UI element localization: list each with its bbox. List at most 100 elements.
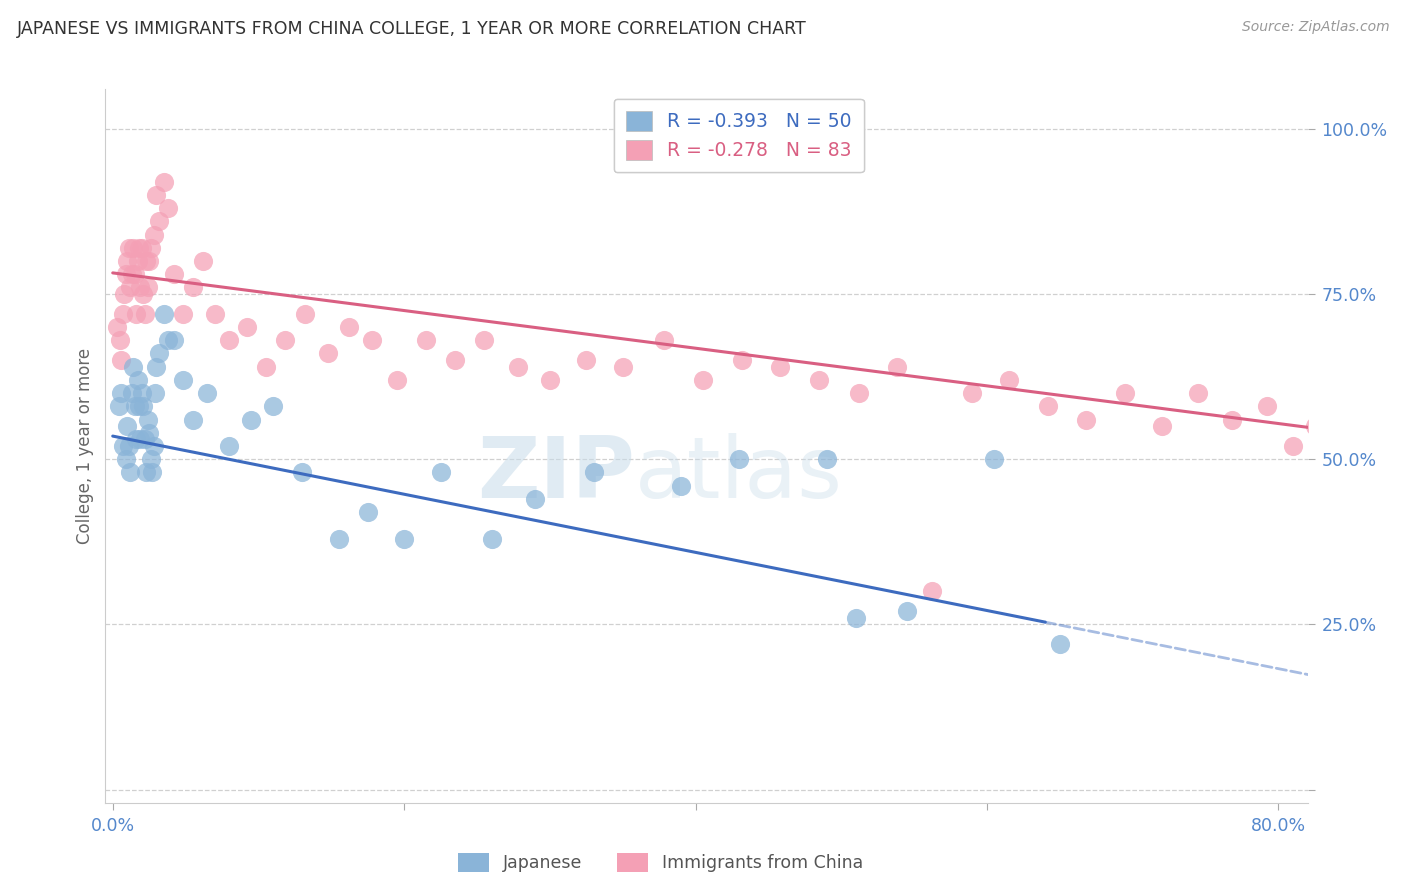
Point — [148, 214, 170, 228]
Point — [1326, 466, 1348, 480]
Point — [218, 333, 240, 347]
Point — [121, 267, 143, 281]
Point — [135, 254, 157, 268]
Point — [1049, 637, 1071, 651]
Point — [125, 307, 148, 321]
Y-axis label: College, 1 year or more: College, 1 year or more — [76, 348, 94, 544]
Point — [896, 604, 918, 618]
Point — [121, 386, 143, 401]
Point — [157, 201, 180, 215]
Point — [141, 466, 163, 480]
Point — [145, 359, 167, 374]
Point — [1347, 439, 1369, 453]
Point — [110, 353, 132, 368]
Point — [172, 373, 194, 387]
Point — [318, 346, 340, 360]
Point — [1256, 400, 1278, 414]
Text: atlas: atlas — [634, 433, 842, 516]
Point — [142, 439, 165, 453]
Point — [131, 386, 153, 401]
Point — [125, 433, 148, 447]
Point — [105, 320, 128, 334]
Point — [612, 359, 634, 374]
Point — [240, 412, 263, 426]
Point — [652, 333, 675, 347]
Point — [392, 532, 415, 546]
Point — [129, 433, 152, 447]
Point — [444, 353, 467, 368]
Point — [112, 287, 135, 301]
Point — [254, 359, 277, 374]
Point — [163, 267, 186, 281]
Point — [111, 307, 134, 321]
Point — [197, 386, 219, 401]
Point — [142, 227, 165, 242]
Point — [204, 307, 226, 321]
Point — [127, 254, 149, 268]
Point — [357, 505, 380, 519]
Point — [218, 439, 240, 453]
Legend: R = -0.393   N = 50, R = -0.278   N = 83: R = -0.393 N = 50, R = -0.278 N = 83 — [613, 99, 863, 172]
Point — [136, 412, 159, 426]
Point — [845, 611, 868, 625]
Text: Source: ZipAtlas.com: Source: ZipAtlas.com — [1241, 20, 1389, 34]
Point — [273, 333, 295, 347]
Point — [1114, 386, 1136, 401]
Point — [148, 346, 170, 360]
Legend: Japanese, Immigrants from China: Japanese, Immigrants from China — [451, 846, 870, 879]
Point — [132, 400, 155, 414]
Point — [1282, 439, 1305, 453]
Point — [124, 267, 146, 281]
Point — [181, 280, 204, 294]
Point — [118, 241, 141, 255]
Point — [111, 439, 134, 453]
Point — [128, 241, 150, 255]
Point — [429, 466, 451, 480]
Point — [692, 373, 714, 387]
Point — [886, 359, 908, 374]
Point — [294, 307, 316, 321]
Point — [122, 241, 145, 255]
Point — [157, 333, 180, 347]
Point — [129, 280, 152, 294]
Point — [385, 373, 408, 387]
Point — [120, 466, 142, 480]
Point — [538, 373, 561, 387]
Point — [163, 333, 186, 347]
Point — [731, 353, 754, 368]
Point — [132, 287, 155, 301]
Point — [1038, 400, 1060, 414]
Point — [728, 452, 751, 467]
Point — [108, 333, 131, 347]
Point — [1074, 412, 1097, 426]
Point — [328, 532, 350, 546]
Point — [1303, 419, 1326, 434]
Point — [962, 386, 984, 401]
Point — [134, 307, 156, 321]
Point — [472, 333, 495, 347]
Point — [131, 241, 153, 255]
Point — [117, 254, 139, 268]
Point — [506, 359, 529, 374]
Point — [181, 412, 204, 426]
Point — [138, 254, 160, 268]
Point — [1187, 386, 1209, 401]
Text: JAPANESE VS IMMIGRANTS FROM CHINA COLLEGE, 1 YEAR OR MORE CORRELATION CHART: JAPANESE VS IMMIGRANTS FROM CHINA COLLEG… — [17, 20, 807, 37]
Point — [415, 333, 437, 347]
Point — [769, 359, 792, 374]
Point — [115, 267, 138, 281]
Point — [135, 466, 157, 480]
Point — [848, 386, 870, 401]
Point — [191, 254, 214, 268]
Point — [124, 400, 146, 414]
Point — [236, 320, 259, 334]
Point — [118, 439, 141, 453]
Point — [107, 400, 129, 414]
Point — [262, 400, 284, 414]
Text: ZIP: ZIP — [477, 433, 634, 516]
Point — [1220, 412, 1243, 426]
Point — [983, 452, 1005, 467]
Point — [152, 175, 174, 189]
Point — [136, 280, 159, 294]
Point — [921, 584, 943, 599]
